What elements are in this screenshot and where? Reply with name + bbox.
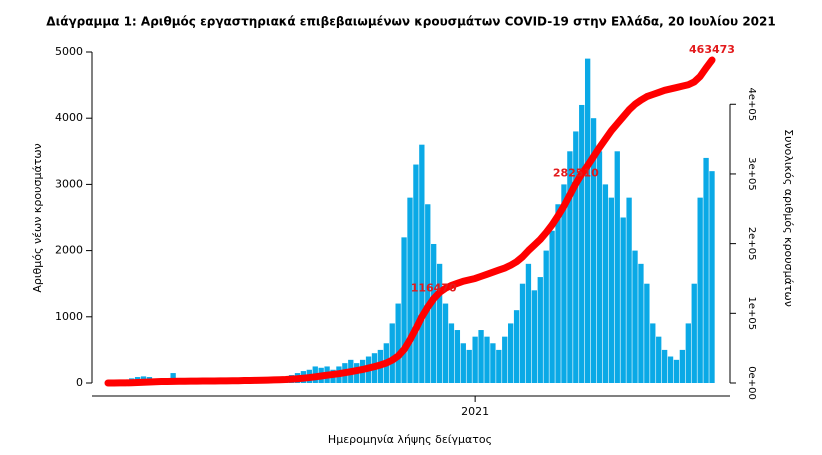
bar [644,283,650,383]
bar [502,336,508,383]
y-tick-label: 5000 [55,45,83,58]
y-tick-label: 3000 [55,177,83,190]
y2-tick-label: 4e+05 [746,87,757,121]
bar [448,323,455,383]
y-axis-title: Αριθμός νέων κρουσμάτων [31,143,44,292]
bar [602,184,609,383]
annotation: 116470 [411,282,457,295]
y-tick-label: 4000 [55,111,83,124]
bar [508,323,514,383]
bar [431,243,437,383]
bar [697,197,703,383]
annotation: 282510 [553,167,599,180]
bar [395,303,401,383]
bar [632,250,638,383]
bar [673,359,680,383]
bar [496,349,502,383]
bar [638,263,644,383]
bar [579,104,585,384]
y-tick-label: 1000 [55,310,83,323]
bar [513,310,520,383]
bar [626,197,632,383]
bar [389,323,395,383]
y-tick-label: 2000 [55,244,83,257]
bar [490,343,496,383]
bar [596,151,603,383]
bar [549,230,555,383]
bar [567,151,573,383]
bar [472,336,478,383]
bar [478,330,484,383]
bar [460,343,466,383]
bar [555,204,561,383]
bar [466,349,472,383]
bar [525,263,532,383]
bar [442,303,449,383]
cumulative-line [104,56,716,387]
bar [667,356,674,383]
bar [656,336,662,383]
bar [703,157,709,383]
bar [685,323,691,383]
bar [590,118,597,383]
bar [401,237,407,383]
bar [561,184,567,383]
bar [484,336,490,383]
bar [584,58,591,384]
bar [608,197,614,383]
y2-tick-label: 2e+05 [746,227,757,261]
bar [407,197,413,383]
bar [537,277,543,383]
chart-title: Διάγραμμα 1: Αριθμός εργαστηριακά επιβεβ… [46,15,775,29]
bar [573,131,579,383]
y-tick-label: 0 [76,376,83,389]
annotation: 463473 [689,43,735,56]
bar [679,349,686,383]
y2-tick-label: 0e+00 [746,366,757,400]
bar [650,323,656,383]
bar [691,283,697,383]
bar [709,171,715,383]
bar [425,204,431,383]
bar [620,217,626,383]
bar [519,283,526,383]
bar [531,290,538,383]
bar [661,349,668,383]
y2-axis-title: Συνολικός αριθμός κρουσμάτων [782,129,795,307]
bar [454,330,461,383]
bar [543,250,549,383]
y2-tick-label: 1e+05 [746,297,757,331]
y2-tick-label: 3e+05 [746,157,757,191]
x-axis-title: Ημερομηνία λήψης δείγματος [328,433,492,446]
bar [614,151,620,383]
x-tick-label: 2021 [461,405,489,418]
bar [419,144,425,383]
bar [436,263,443,383]
bar [413,164,419,383]
